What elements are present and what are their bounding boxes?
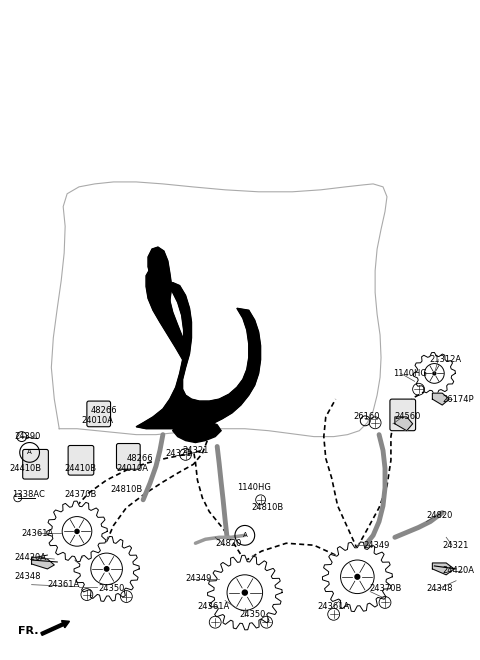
Text: 24321: 24321 bbox=[166, 449, 192, 458]
Polygon shape bbox=[413, 352, 456, 395]
Text: 24350: 24350 bbox=[99, 584, 125, 593]
FancyBboxPatch shape bbox=[68, 446, 94, 475]
Text: 24349: 24349 bbox=[186, 574, 212, 583]
Text: 24361A: 24361A bbox=[22, 529, 54, 538]
Text: 24420A: 24420A bbox=[442, 566, 474, 576]
Text: FR.: FR. bbox=[18, 626, 38, 636]
Text: 24370B: 24370B bbox=[64, 490, 96, 500]
Text: 24010A: 24010A bbox=[81, 416, 113, 425]
Text: 24321: 24321 bbox=[442, 541, 468, 550]
Polygon shape bbox=[323, 542, 392, 612]
Text: 24820: 24820 bbox=[426, 511, 453, 520]
Text: 21312A: 21312A bbox=[430, 355, 462, 364]
Polygon shape bbox=[432, 563, 454, 575]
Text: 48266: 48266 bbox=[91, 407, 118, 415]
Text: 24010A: 24010A bbox=[117, 464, 148, 473]
Polygon shape bbox=[74, 537, 139, 601]
Text: 24810B: 24810B bbox=[252, 503, 284, 512]
Polygon shape bbox=[148, 247, 172, 315]
Polygon shape bbox=[146, 267, 184, 360]
Text: 24410B: 24410B bbox=[64, 464, 96, 473]
Text: 1140HG: 1140HG bbox=[393, 369, 427, 378]
Text: 48266: 48266 bbox=[126, 454, 153, 463]
FancyBboxPatch shape bbox=[117, 444, 140, 469]
Text: 24810B: 24810B bbox=[110, 485, 143, 494]
Circle shape bbox=[355, 574, 360, 579]
Polygon shape bbox=[136, 282, 261, 429]
Circle shape bbox=[433, 372, 436, 375]
Text: 24410B: 24410B bbox=[10, 464, 42, 473]
Polygon shape bbox=[432, 393, 449, 405]
Text: 1140HG: 1140HG bbox=[237, 483, 271, 492]
Text: 24390: 24390 bbox=[15, 432, 41, 441]
Text: 24321: 24321 bbox=[182, 446, 209, 455]
Text: 1338AC: 1338AC bbox=[12, 490, 45, 500]
Text: 24350: 24350 bbox=[239, 610, 265, 619]
Polygon shape bbox=[395, 417, 413, 431]
Text: A: A bbox=[27, 449, 32, 455]
Polygon shape bbox=[32, 557, 54, 569]
Text: 24349: 24349 bbox=[363, 541, 390, 550]
Text: 24560: 24560 bbox=[395, 412, 421, 421]
Polygon shape bbox=[173, 419, 221, 443]
Text: A: A bbox=[242, 533, 247, 539]
Text: 24420A: 24420A bbox=[15, 552, 47, 562]
Text: 24348: 24348 bbox=[426, 584, 453, 593]
Circle shape bbox=[242, 590, 247, 595]
Text: 24361A: 24361A bbox=[48, 580, 80, 589]
Text: 26174P: 26174P bbox=[442, 395, 474, 404]
Text: 24348: 24348 bbox=[15, 572, 41, 581]
Text: 24370B: 24370B bbox=[369, 584, 402, 593]
Circle shape bbox=[105, 567, 109, 571]
FancyBboxPatch shape bbox=[87, 401, 110, 427]
Text: 24820: 24820 bbox=[215, 539, 241, 548]
Text: 24361A: 24361A bbox=[318, 602, 350, 611]
Circle shape bbox=[75, 529, 79, 533]
FancyBboxPatch shape bbox=[390, 399, 416, 431]
Polygon shape bbox=[47, 501, 108, 562]
Text: 24361A: 24361A bbox=[197, 602, 230, 611]
Polygon shape bbox=[207, 555, 282, 630]
FancyBboxPatch shape bbox=[23, 449, 48, 479]
Text: 26160: 26160 bbox=[353, 412, 380, 421]
FancyArrow shape bbox=[41, 620, 70, 636]
